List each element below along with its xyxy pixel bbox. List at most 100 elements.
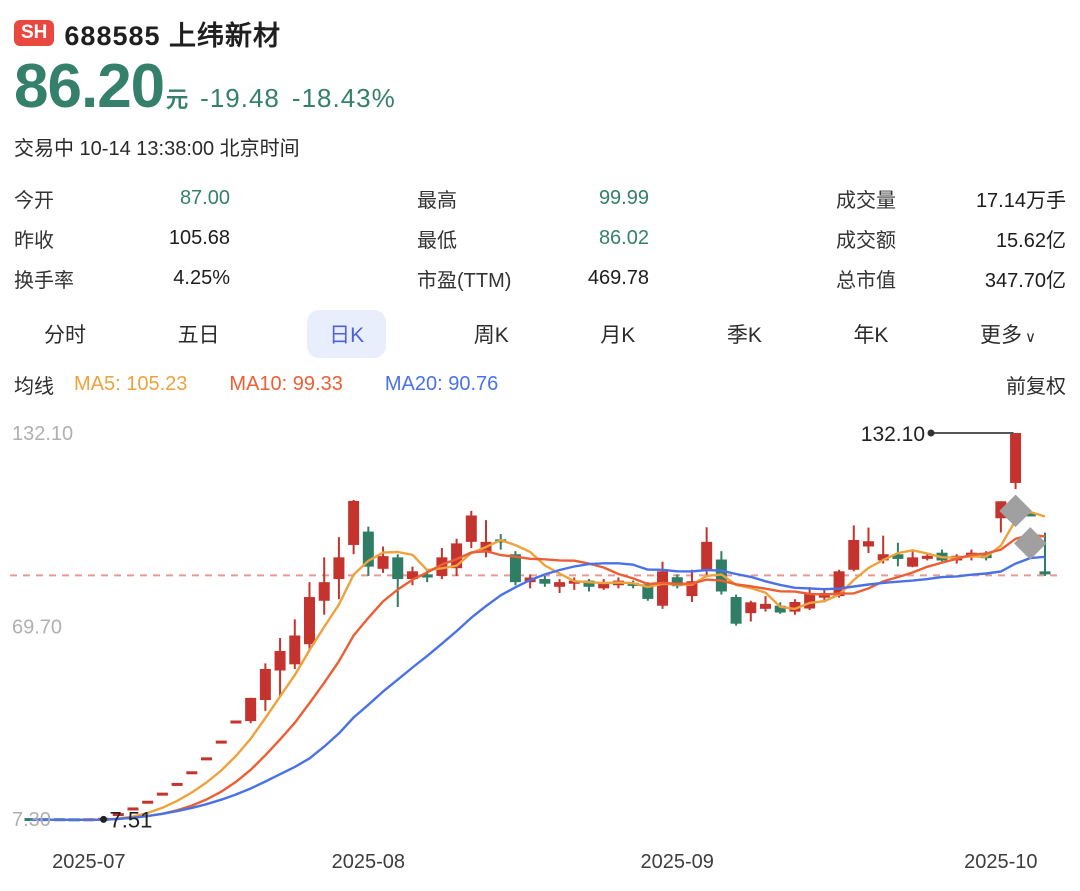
price-unit: 元 [166,87,189,112]
candle [289,635,301,665]
tab-label: 分时 [44,324,86,347]
candle [421,574,433,578]
adjust-mode-toggle[interactable]: 前复权 [1006,375,1066,398]
x-axis-label: 2025-10 [964,851,1037,873]
tab-quarterly-k[interactable]: 季K [723,310,766,358]
tab-label: 年K [853,324,889,347]
tab-minute[interactable]: 分时 [40,310,90,358]
candle [215,740,227,744]
kline-chart[interactable]: 132.10 7.51 132.10 69.70 7.30 2025-07 2025-08 2… [0,402,1080,891]
x-axis-label: 2025-09 [641,851,714,873]
candle [774,605,786,613]
candle [701,541,713,571]
candle [642,584,654,599]
stat-label: 昨收 [14,229,54,252]
candle [833,571,845,597]
tab-yearly-k[interactable]: 年K [849,310,892,358]
stat-label: 今开 [14,189,54,212]
tab-daily-k[interactable]: 日K [307,310,387,358]
candle [804,593,816,609]
low-annotation-label: 7.51 [110,807,153,832]
stat-label: 换手率 [14,269,74,292]
x-axis-label: 2025-08 [332,851,405,873]
stat-value: 99.99 [598,186,649,209]
stat-value: 347.70亿 [984,269,1066,292]
x-axis-label: 2025-07 [52,851,125,873]
tab-weekly-k[interactable]: 周K [470,310,513,358]
stat-label: 最高 [417,189,457,212]
ma5-value: MA5: 105.23 [74,372,188,395]
stock-title: 688585 上纬新材 [64,20,282,51]
candle [657,571,669,606]
stat-cell: 成交量 17.14万手 [836,178,1066,218]
stat-value: 4.25% [173,266,230,289]
tab-label: 季K [726,324,762,347]
stat-value: 17.14万手 [975,189,1066,212]
candle [583,580,595,587]
candle [303,597,315,645]
ma20-value: MA20: 90.76 [384,372,499,395]
candle [1039,571,1051,575]
candle [907,557,919,567]
candle [318,582,330,601]
candle [862,541,874,547]
candle [156,792,168,796]
stat-cell: 今开 87.00 [14,178,230,218]
candle [333,557,345,580]
candle [171,782,183,786]
candle [201,757,213,761]
tab-label: 月K [600,324,636,347]
candle [921,555,933,559]
ma10-value: MA10: 99.33 [229,372,343,395]
stat-label: 最低 [417,229,457,252]
candle [348,500,360,545]
tab-label: 周K [473,324,509,347]
tab-more[interactable]: 更多 ∨ [976,310,1040,358]
quote-stats: 今开 87.00 最高 99.99 成交量 17.14万手 昨收 105.68 最低 86.02 成… [0,178,1080,298]
ma-legend-title: 均线 [14,375,54,398]
stat-label: 成交量 [836,189,896,212]
stat-value: 86.02 [598,226,649,249]
tab-label: 日K [329,324,365,347]
stat-value: 469.78 [587,266,649,289]
stat-cell: 市盈(TTM) 469.78 [417,258,649,298]
candle [671,577,683,587]
stat-label: 总市值 [836,269,896,292]
candle [24,818,36,822]
stat-label: 成交额 [836,229,896,252]
stat-cell: 最高 99.99 [417,178,649,218]
candle [877,554,889,561]
candle [245,697,257,722]
candle [259,668,271,700]
tab-five-day[interactable]: 五日 [174,310,224,358]
candle [436,557,448,576]
candle [1024,513,1036,517]
high-annotation-label: 132.10 [861,423,925,446]
event-diamond-marker [999,494,1032,528]
candle [406,571,418,580]
candle [377,556,389,569]
y-axis-label: 7.30 [12,809,51,831]
chevron-down-icon: ∨ [1025,329,1036,346]
stat-cell: 成交额 15.62亿 [836,218,1066,258]
candle [554,582,566,587]
tab-monthly-k[interactable]: 月K [596,310,639,358]
candle [392,557,404,580]
candle [745,602,757,614]
candle [509,554,521,583]
candle [760,603,772,609]
exchange-badge: SH [14,19,55,47]
stat-label: 市盈(TTM) [417,269,512,292]
tab-label: 五日 [177,324,220,347]
stat-cell: 总市值 347.70亿 [836,258,1066,298]
candle [274,650,286,671]
candle [892,554,904,559]
stock-header: SH 688585 上纬新材 [0,0,1080,52]
candle [848,539,860,570]
y-axis-label: 69.70 [12,617,62,639]
candle [1010,433,1022,483]
candle [539,579,551,584]
stat-value: 15.62亿 [995,229,1066,252]
candle [127,807,139,811]
period-tab-bar: 分时 五日 日K 周K 月K 季K 年K 更多 ∨ [0,310,1080,358]
